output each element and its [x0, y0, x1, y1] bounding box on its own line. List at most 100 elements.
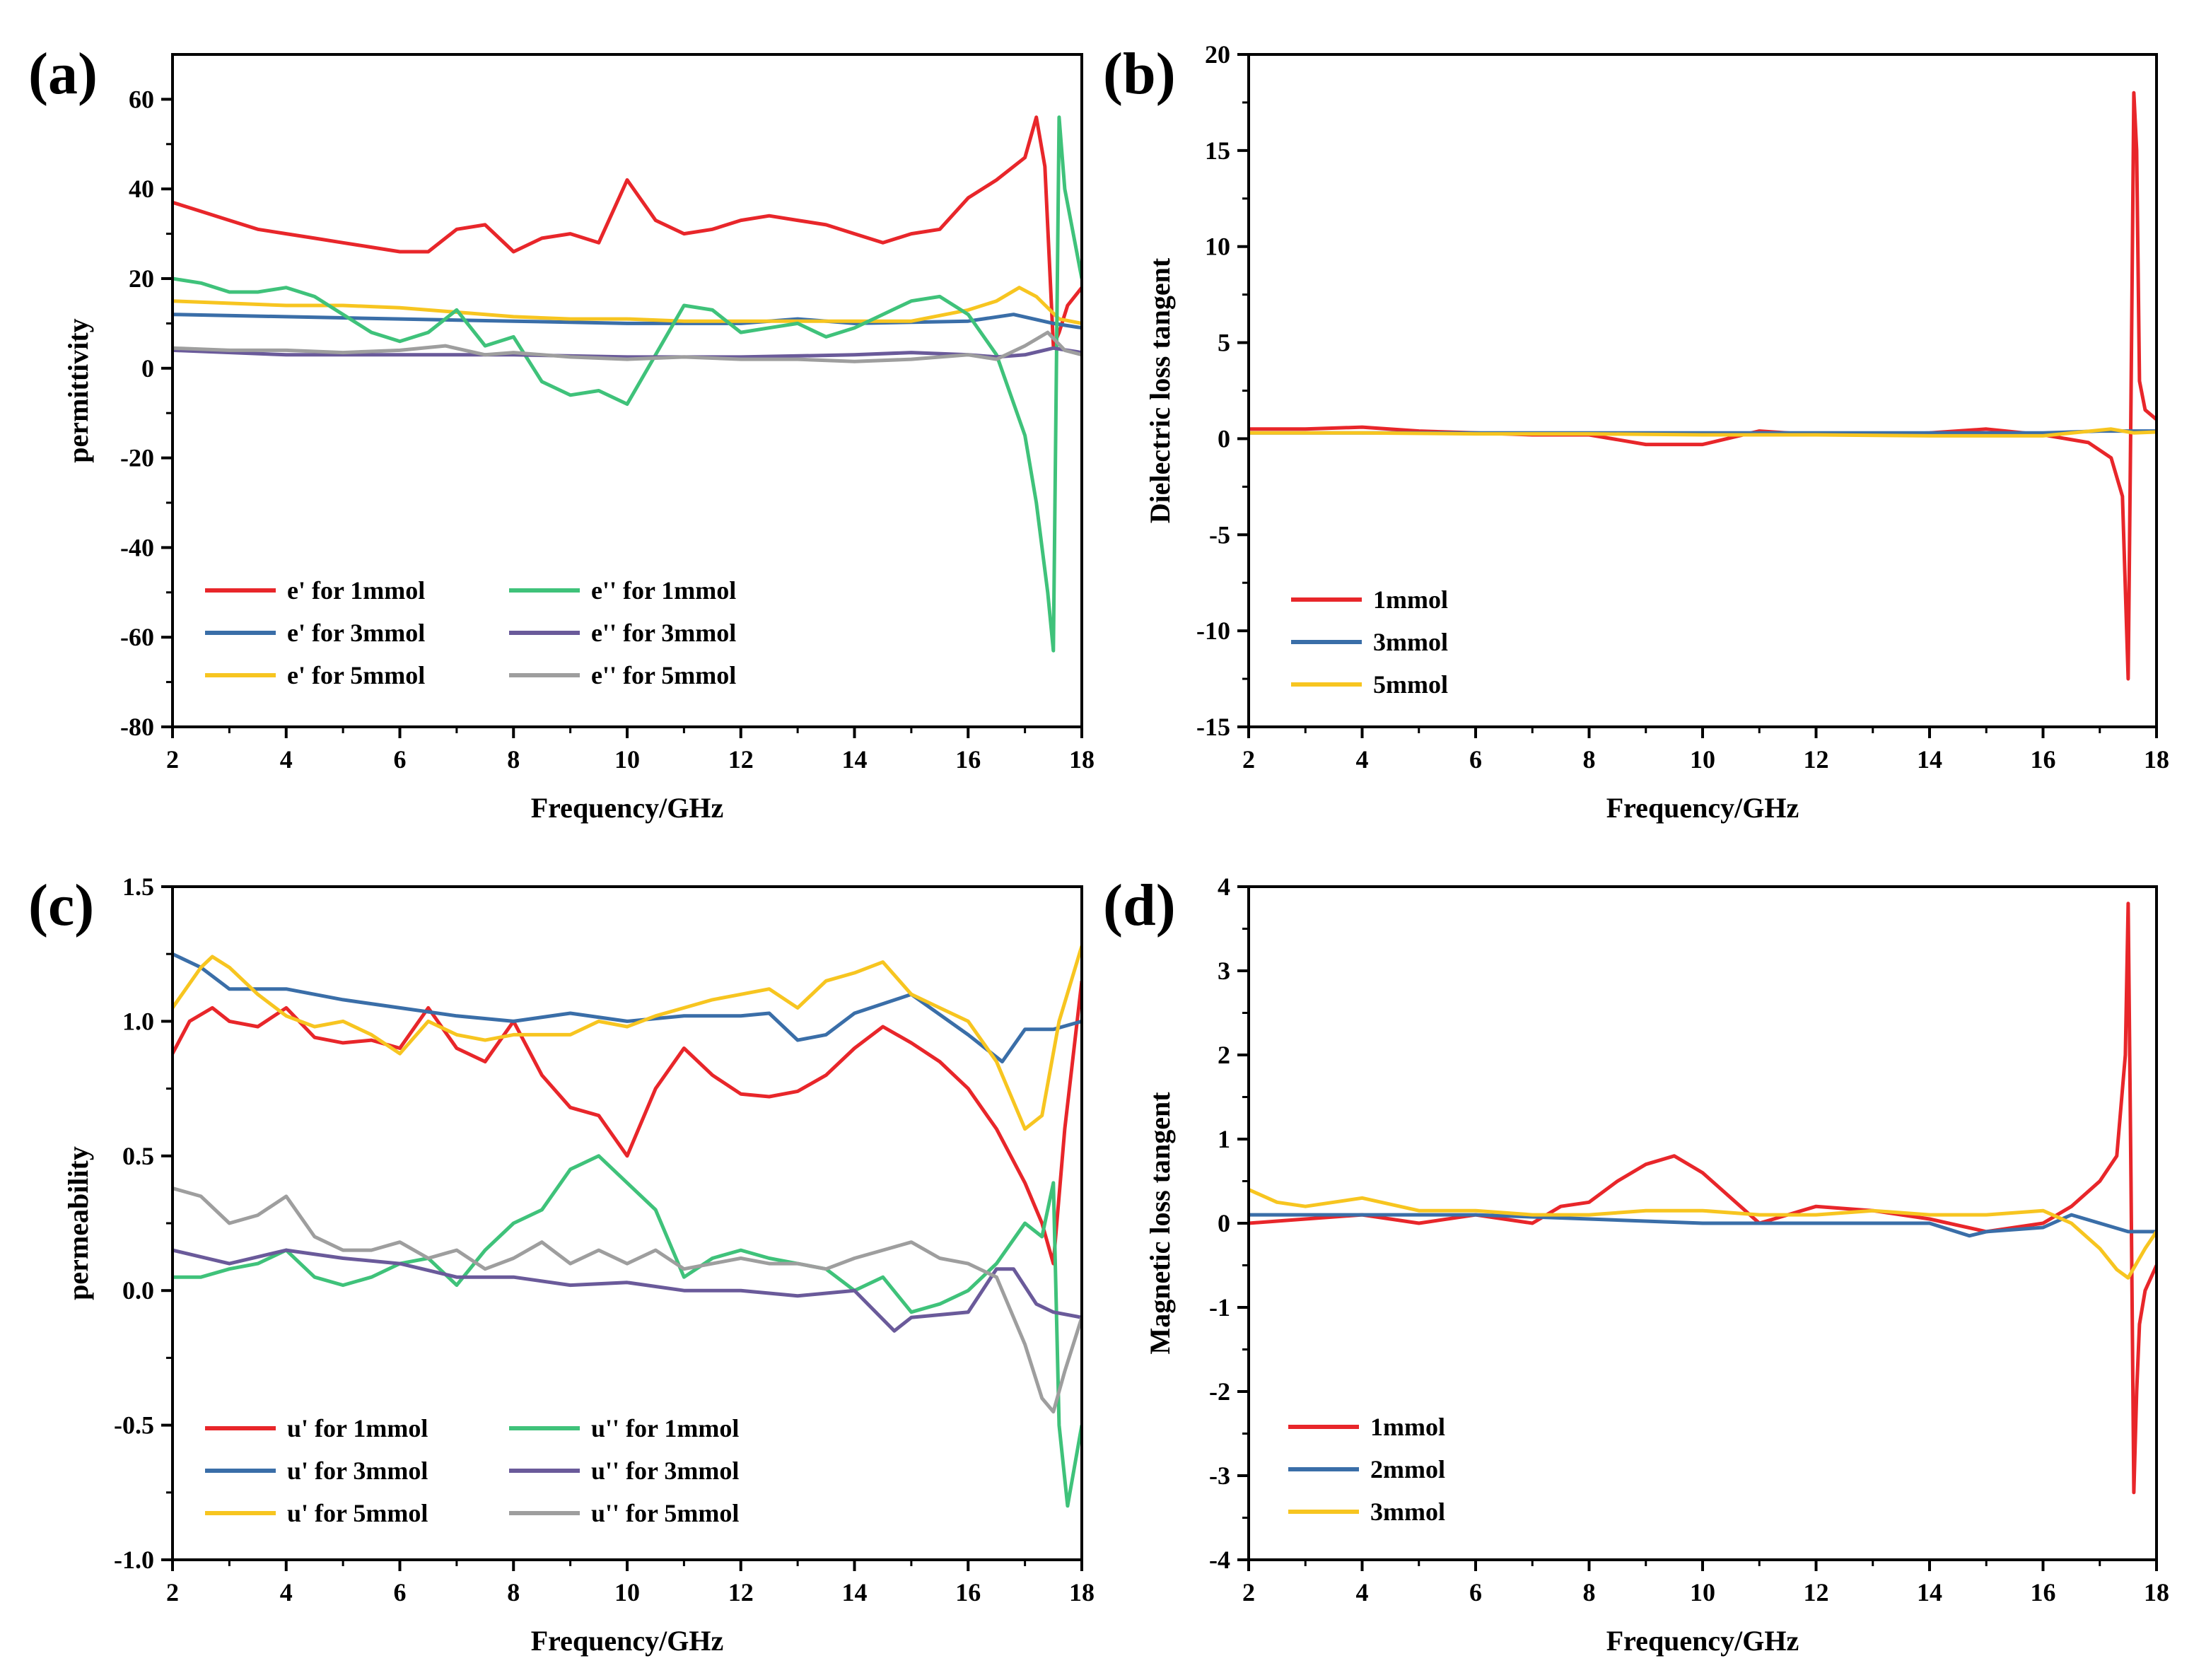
- y-tick-label: 20: [129, 264, 154, 293]
- x-tick-label: 16: [2031, 745, 2056, 774]
- panel-c: (c) 2 4 6 8 10 12 14 16 18 -1.0 -0.5 0.0 0.5 1.0 1.5 Fre…: [28, 873, 1095, 1657]
- x-tick-label: 16: [955, 1578, 981, 1606]
- x-tick-label: 2: [166, 1578, 179, 1606]
- x-tick-label: 2: [1242, 1578, 1255, 1606]
- panel-d: (d)2 4 6 8 10 12 14 16 18-4-3-2-101234Frequency/…: [1103, 873, 2169, 1657]
- x-tick-label: 8: [507, 1578, 520, 1606]
- legend-label-2: 3mmol: [1373, 628, 1448, 656]
- legend-label-1: 1mmol: [1370, 1413, 1445, 1441]
- y-tick-label: -20: [120, 444, 154, 472]
- series-line-1: [1249, 902, 2157, 1495]
- legend-label-2: u' for 3mmol: [287, 1457, 428, 1485]
- y-tick-label: -60: [120, 623, 154, 651]
- y-tick-label: 0.0: [122, 1276, 154, 1305]
- x-tick-label: 10: [614, 1578, 640, 1606]
- x-tick-label: 6: [394, 745, 407, 774]
- series-line-2: [1249, 1213, 2157, 1238]
- x-tick-label: 14: [842, 745, 868, 774]
- series-line-6: [173, 1186, 1082, 1414]
- y-tick-label: 1.0: [122, 1007, 154, 1035]
- legend-label-3: e' for 5mmol: [287, 661, 425, 689]
- legend-label-1: u' for 1mmol: [287, 1414, 428, 1442]
- series-line-2: [173, 952, 1082, 1063]
- legend-label-6: u'' for 5mmol: [591, 1499, 739, 1527]
- y-axis-title: permeability: [62, 1146, 94, 1300]
- panel-a: (a) 2 4 6 8 10 12 14 16 18 -80 -60 -40 -20 0 20 40 60 Freq…: [28, 41, 1095, 824]
- legend-label-5: e'' for 3mmol: [591, 619, 736, 647]
- x-tick-label: 8: [1583, 745, 1596, 774]
- panel-label: (b): [1103, 41, 1176, 107]
- y-tick-label: 4: [1218, 873, 1230, 901]
- y-tick-label: -80: [120, 713, 154, 741]
- y-tick-label: -0.5: [114, 1411, 154, 1440]
- series-line-6: [173, 330, 1082, 363]
- series-line-3: [173, 286, 1082, 325]
- x-tick-label: 18: [1069, 745, 1095, 774]
- x-tick-label: 4: [1356, 1578, 1369, 1606]
- y-tick-label: 15: [1205, 136, 1230, 165]
- legend-label-4: e'' for 1mmol: [591, 576, 736, 605]
- x-tick-label: 14: [1917, 1578, 1942, 1606]
- x-tick-label: 8: [507, 745, 520, 774]
- legend: e' for 1mmol e' for 3mmol e' for 5mmol e'' …: [205, 576, 736, 689]
- panel-label: (d): [1103, 873, 1176, 938]
- y-tick-label: 1: [1218, 1125, 1230, 1153]
- x-tick-label: 10: [1690, 1578, 1715, 1606]
- x-axis-title: Frequency/GHz: [1606, 792, 1799, 824]
- legend-label-2: 2mmol: [1370, 1455, 1445, 1483]
- legend-label-1: 1mmol: [1373, 585, 1448, 614]
- y-axis-title: permittivity: [62, 318, 94, 462]
- x-tick-label: 6: [1469, 1578, 1482, 1606]
- y-tick-label: 20: [1205, 40, 1230, 69]
- panel-b: (b) 2 4 6 8 10 12 14 16 18 -15 -10 -5 0 5 10 15 20 Frequen…: [1103, 40, 2169, 824]
- legend-label-3: 3mmol: [1370, 1498, 1445, 1526]
- y-tick-label: 0: [141, 354, 154, 383]
- x-tick-label: 2: [166, 745, 179, 774]
- y-tick-label: 2: [1218, 1041, 1230, 1069]
- y-tick-label: 1.5: [122, 873, 154, 901]
- x-tick-label: 14: [1917, 745, 1942, 774]
- series-line-3: [1249, 1188, 2157, 1280]
- y-tick-label: -15: [1196, 713, 1230, 741]
- x-tick-label: 12: [1804, 1578, 1829, 1606]
- y-tick-label: 0.5: [122, 1142, 154, 1170]
- legend-label-6: e'' for 5mmol: [591, 661, 736, 689]
- series-line-5: [173, 346, 1082, 359]
- series-line-1: [173, 981, 1082, 1266]
- panel-label: (a): [28, 41, 98, 107]
- x-tick-label: 10: [1690, 745, 1715, 774]
- x-axis-title: Frequency/GHz: [531, 792, 724, 824]
- series-line-5: [173, 1248, 1082, 1333]
- x-tick-label: 12: [1804, 745, 1829, 774]
- legend: u' for 1mmol u' for 3mmol u' for 5mmol u'' …: [205, 1414, 739, 1527]
- panel-label: (c): [28, 873, 94, 938]
- y-tick-label: 40: [129, 175, 154, 203]
- y-axis-title: Magnetic loss tangent: [1144, 1092, 1176, 1355]
- x-axis-title: Frequency/GHz: [1606, 1625, 1799, 1657]
- series-line-4: [173, 1154, 1082, 1508]
- x-tick-label: 8: [1583, 1578, 1596, 1606]
- x-tick-label: 10: [614, 745, 640, 774]
- series-line-3: [1249, 427, 2157, 438]
- legend-label-3: u' for 5mmol: [287, 1499, 428, 1527]
- y-tick-label: -1: [1209, 1293, 1230, 1322]
- legend: 1mmol 3mmol 5mmol: [1291, 585, 1448, 699]
- y-tick-label: -1.0: [114, 1546, 154, 1574]
- series-line-4: [173, 115, 1082, 653]
- y-tick-label: -2: [1209, 1377, 1230, 1406]
- x-tick-label: 18: [1069, 1578, 1095, 1606]
- y-tick-label: -5: [1209, 520, 1230, 549]
- y-tick-label: 5: [1218, 329, 1230, 357]
- legend-label-2: e' for 3mmol: [287, 619, 425, 647]
- y-tick-label: 10: [1205, 233, 1230, 261]
- y-tick-label: -10: [1196, 617, 1230, 645]
- x-tick-label: 4: [280, 1578, 293, 1606]
- y-tick-label: -40: [120, 533, 154, 561]
- series-line-2: [173, 313, 1082, 330]
- x-tick-label: 12: [728, 1578, 754, 1606]
- x-axis-title: Frequency/GHz: [531, 1625, 724, 1657]
- y-tick-label: 3: [1218, 957, 1230, 985]
- legend-label-1: e' for 1mmol: [287, 576, 425, 605]
- series-line-3: [173, 945, 1082, 1131]
